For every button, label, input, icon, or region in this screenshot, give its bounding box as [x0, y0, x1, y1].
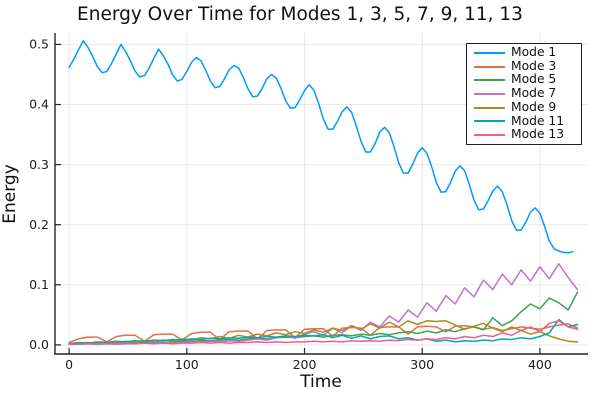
legend-item: Mode 7	[467, 86, 581, 101]
chart-title: Energy Over Time for Modes 1, 3, 5, 7, 9…	[77, 4, 523, 25]
series-line-mode-11	[68, 318, 579, 345]
legend-line-swatch	[474, 106, 505, 109]
y-tick-label: 0.0	[29, 337, 49, 352]
x-axis-label: Time	[300, 372, 342, 392]
series-line-mode-5	[68, 291, 579, 346]
legend-line-swatch	[474, 51, 505, 54]
legend-item: Mode 3	[467, 58, 581, 74]
x-tick-label: 100	[175, 357, 199, 372]
legend-line-swatch	[474, 79, 505, 82]
y-tick-label: 0.5	[29, 37, 49, 52]
y-tick-label: 0.2	[29, 217, 49, 232]
legend-label: Mode 1	[511, 45, 557, 60]
y-tick-label: 0.4	[29, 97, 49, 112]
legend-line-swatch	[474, 134, 505, 137]
series-line-mode-1	[68, 40, 574, 254]
x-tick-label: 300	[410, 357, 434, 372]
legend-line-swatch	[474, 65, 505, 68]
legend-label: Mode 13	[511, 127, 565, 142]
x-tick-label: 0	[65, 357, 73, 372]
legend-label: Mode 11	[511, 113, 565, 128]
legend-item: Mode 1	[467, 45, 581, 60]
legend-item: Mode 11	[467, 113, 581, 129]
series-line-mode-9	[68, 320, 579, 345]
y-tick-label: 0.1	[29, 277, 49, 292]
legend: Mode 1 Mode 3 Mode 5 Mode 7 Mode 9 Mode 11 Mod…	[466, 43, 582, 145]
legend-label: Mode 3	[511, 58, 557, 73]
legend-item: Mode 13	[467, 128, 581, 142]
legend-label: Mode 7	[511, 86, 557, 101]
legend-label: Mode 9	[511, 99, 557, 114]
x-tick-label: 400	[528, 357, 552, 372]
legend-line-swatch	[474, 120, 505, 123]
legend-item: Mode 9	[467, 99, 581, 115]
legend-line-swatch	[474, 93, 505, 95]
legend-label: Mode 5	[511, 72, 557, 87]
x-tick-label: 200	[293, 357, 317, 372]
legend-item: Mode 5	[467, 73, 581, 87]
series-line-mode-13	[68, 320, 579, 346]
y-tick-label: 0.3	[29, 157, 49, 172]
